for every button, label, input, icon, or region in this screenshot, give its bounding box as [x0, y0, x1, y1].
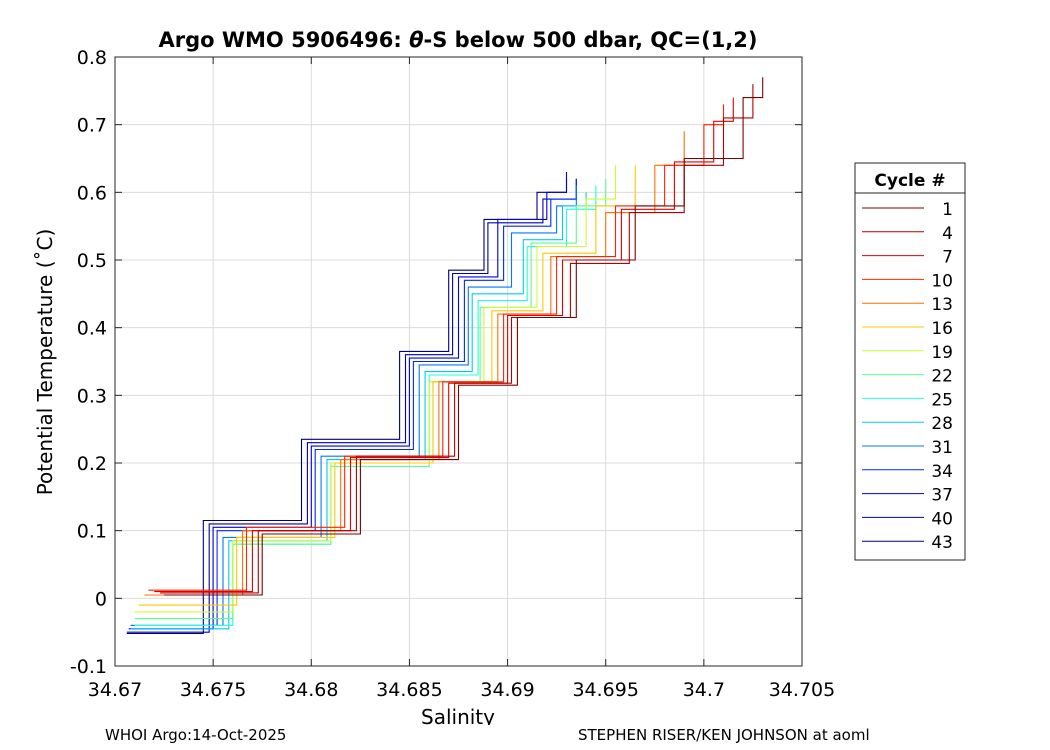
legend-title: Cycle # — [874, 171, 945, 191]
legend-label-cycle-22: 22 — [931, 367, 953, 387]
x-axis: 34.67 34.675 34.68 34.685 34.69 34.695 34.7 34.… — [88, 57, 835, 701]
x-tick-label: 34.695 — [572, 679, 638, 701]
series-line-cycle-37 — [128, 172, 568, 630]
legend-label-cycle-19: 19 — [931, 343, 953, 363]
series-line-cycle-40 — [126, 178, 577, 633]
legend-label-cycle-31: 31 — [931, 438, 953, 458]
y-axis: -0.1 0 0.1 0.2 0.3 0.4 0.5 0.6 0.7 0.8 — [70, 47, 802, 678]
chart-title-suffix: -S below 500 dbar, QC=(1,2) — [424, 28, 758, 52]
y-tick-label: -0.1 — [70, 656, 107, 678]
x-tick-label: 34.685 — [376, 679, 442, 701]
y-tick-label: 0.5 — [77, 250, 107, 272]
footer-left-credit: WHOI Argo:14-Oct-2025 — [105, 726, 287, 744]
y-tick-label: 0.6 — [77, 182, 107, 204]
legend-label-cycle-1: 1 — [942, 200, 953, 220]
y-tick-label: 0.1 — [77, 521, 107, 543]
legend-label-cycle-40: 40 — [931, 509, 953, 529]
footer-right-credit: STEPHEN RISER/KEN JOHNSON at aoml — [578, 726, 870, 744]
legend-label-cycle-43: 43 — [931, 533, 953, 553]
series-line-cycle-10 — [148, 104, 725, 591]
legend-label-cycle-7: 7 — [942, 248, 953, 268]
plot-area-frame — [114, 56, 803, 667]
series-line-cycle-4 — [160, 84, 754, 594]
x-axis-label: Salinity — [421, 705, 495, 725]
y-tick-label: 0.3 — [77, 385, 107, 407]
x-tick-label: 34.68 — [284, 679, 338, 701]
legend-label-cycle-16: 16 — [931, 319, 953, 339]
legend-label-cycle-37: 37 — [931, 486, 953, 506]
series-line-cycle-19 — [134, 165, 617, 613]
x-tick-label: 34.705 — [769, 679, 835, 701]
y-tick-label: 0.8 — [77, 47, 107, 69]
series-line-cycle-22 — [134, 178, 607, 620]
series-line-cycle-34 — [130, 178, 577, 626]
legend-label-cycle-34: 34 — [931, 462, 953, 482]
series-lines — [126, 77, 764, 635]
legend-label-cycle-28: 28 — [931, 414, 953, 434]
chart-title-prefix: Argo WMO 5906496: — [158, 28, 409, 52]
legend: Cycle # 1 4 7 10 13 16 19 22 25 28 31 34 37 40 43 — [854, 162, 966, 561]
theta-s-chart: Argo WMO 5906496: θ-S below 500 dbar, QC… — [33, 28, 966, 725]
legend-label-cycle-25: 25 — [931, 390, 953, 410]
y-tick-label: 0.2 — [77, 453, 107, 475]
series-line-cycle-28 — [130, 192, 587, 630]
y-tick-label: 0 — [95, 588, 107, 610]
chart-title-theta: θ — [409, 28, 423, 52]
x-tick-label: 34.69 — [480, 679, 534, 701]
legend-label-cycle-10: 10 — [931, 271, 953, 291]
series-line-cycle-7 — [154, 97, 734, 593]
legend-label-cycle-4: 4 — [942, 224, 953, 244]
series-line-cycle-13 — [144, 131, 685, 596]
x-tick-label: 34.7 — [683, 679, 725, 701]
chart-title: Argo WMO 5906496: θ-S below 500 dbar, QC… — [158, 28, 757, 52]
y-tick-label: 0.7 — [77, 115, 107, 137]
y-tick-label: 0.4 — [77, 318, 107, 340]
y-axis-label: Potential Temperature (˚C) — [33, 229, 57, 496]
series-line-cycle-43 — [126, 178, 568, 635]
legend-entries: 1 4 7 10 13 16 19 22 25 28 31 34 37 40 43 — [862, 200, 953, 553]
x-tick-label: 34.675 — [180, 679, 246, 701]
series-line-cycle-31 — [130, 185, 577, 626]
series-line-cycle-1 — [164, 77, 764, 596]
legend-label-cycle-13: 13 — [931, 295, 953, 315]
x-tick-label: 34.67 — [88, 679, 142, 701]
